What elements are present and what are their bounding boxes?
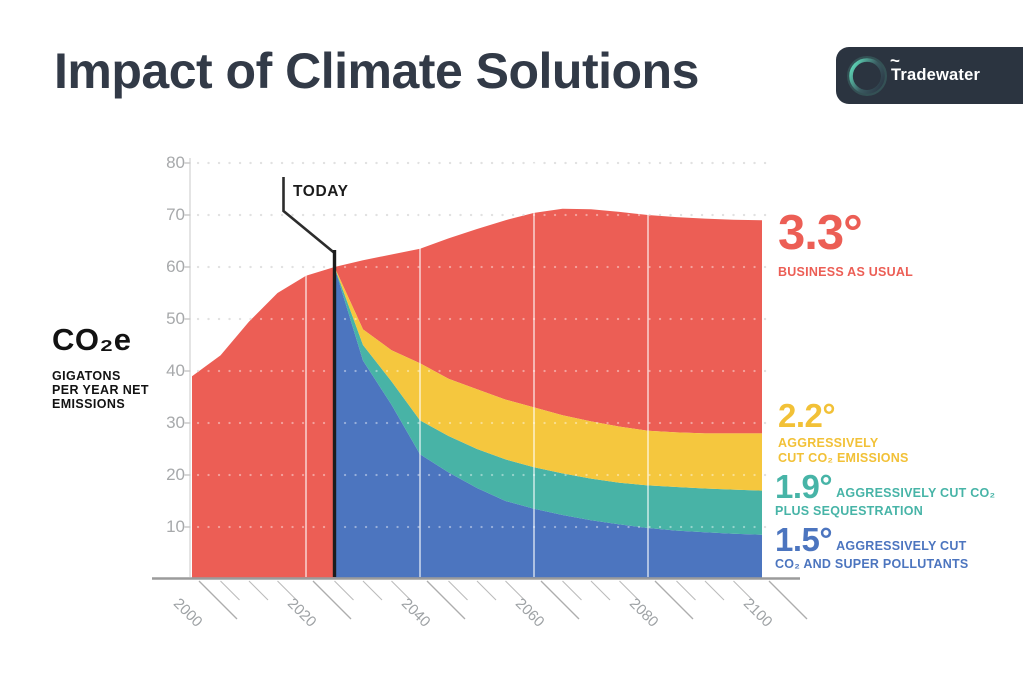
scenario-degrees: 2.2° <box>778 397 836 434</box>
today-annotation-label: TODAY <box>293 183 349 200</box>
logo-wave-mark: ~ <box>890 51 900 70</box>
scenario-description: AGGRESSIVELY CUT <box>836 539 967 553</box>
scenario-description: PLUS SEQUESTRATION <box>775 504 924 518</box>
scenario-business-as-usual: 3.3° BUSINESS AS USUAL <box>778 207 913 280</box>
unit-line: EMISSIONS <box>52 397 126 411</box>
tradewater-ring-icon <box>847 56 887 96</box>
scenario-description: BUSINESS AS USUAL <box>778 265 914 279</box>
logo-brand-text: Tradewater <box>891 66 981 84</box>
scenario-degrees: 1.9° <box>775 468 833 505</box>
co2e-sublabel: GIGATONS PER YEAR NET EMISSIONS <box>52 369 149 411</box>
tradewater-logo: ~ Tradewater <box>836 47 1023 104</box>
scenario-cut-co2: 2.2° AGGRESSIVELY CUT CO₂ EMISSIONS <box>778 399 909 466</box>
scenario-degrees: 3.3° <box>778 206 863 260</box>
unit-line: GIGATONS <box>52 369 121 383</box>
y-axis-unit-label: CO₂e GIGATONS PER YEAR NET EMISSIONS <box>52 322 149 411</box>
scenario-description: AGGRESSIVELY CUT CO₂ <box>836 486 996 500</box>
page-title: Impact of Climate Solutions <box>54 43 699 99</box>
co2e-label: CO₂e <box>52 322 132 357</box>
scenario-degrees: 1.5° <box>775 521 833 558</box>
scenario-description: CO₂ AND SUPER POLLUTANTS <box>775 557 969 571</box>
scenario-cut-co2-super-pollutants: 1.5° AGGRESSIVELY CUT CO₂ AND SUPER POLL… <box>775 523 969 572</box>
scenario-description: AGGRESSIVELY <box>778 436 879 450</box>
scenario-description: CUT CO₂ EMISSIONS <box>778 451 909 465</box>
unit-line: PER YEAR NET <box>52 383 149 397</box>
scenario-cut-co2-sequestration: 1.9° AGGRESSIVELY CUT CO₂ PLUS SEQUESTRA… <box>775 470 995 519</box>
